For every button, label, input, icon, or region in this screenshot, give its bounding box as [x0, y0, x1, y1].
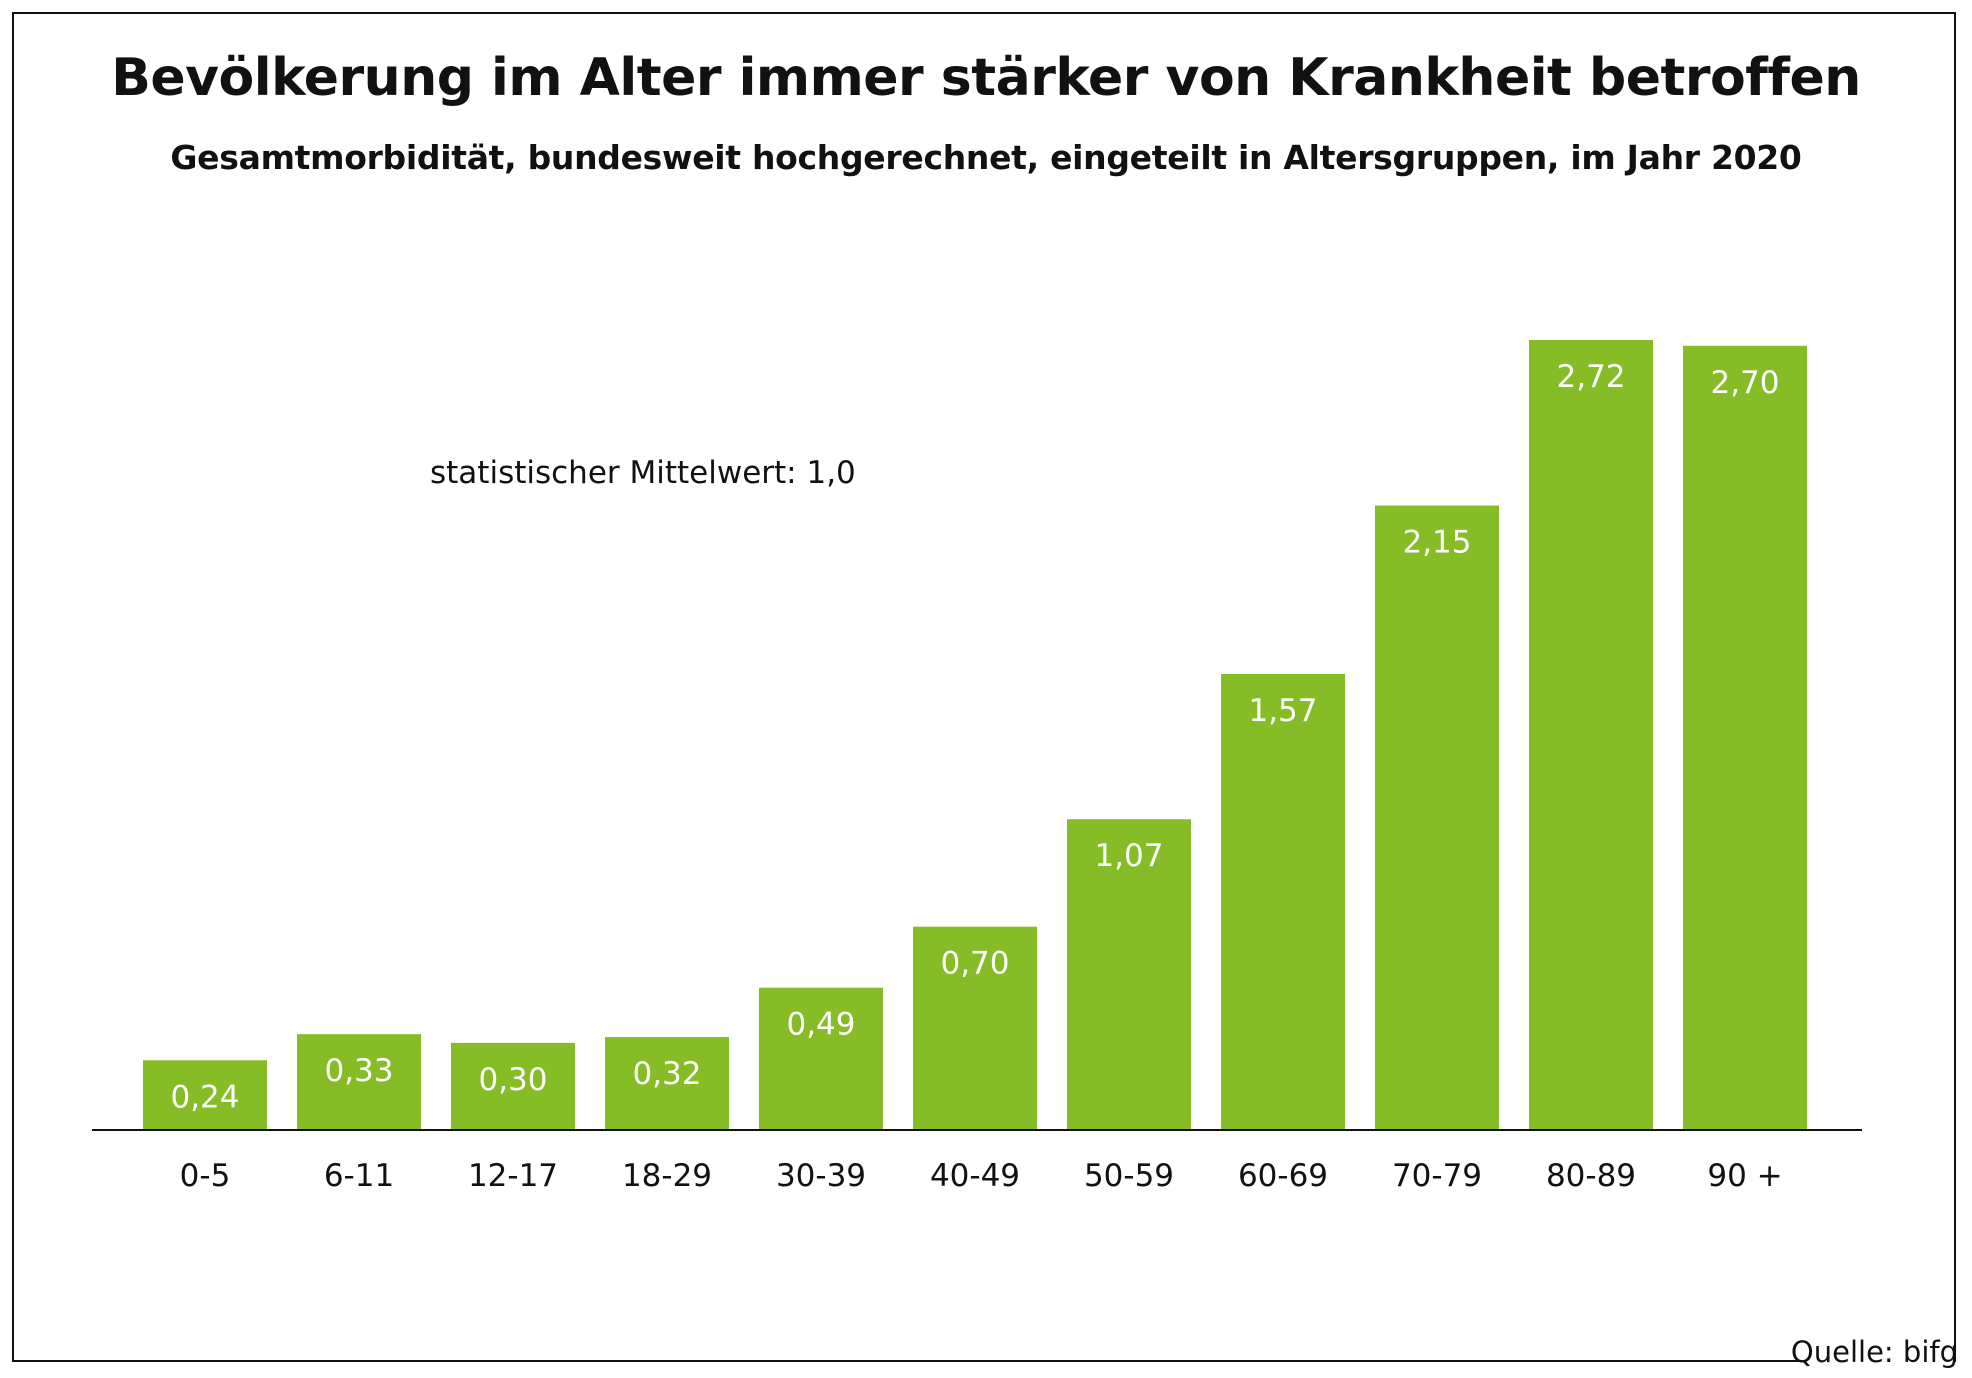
bar-value-label: 2,15 [1402, 525, 1471, 561]
bar-6-11 [297, 1034, 421, 1130]
x-tick-label: 60-69 [1238, 1158, 1328, 1194]
bar-18-29 [605, 1037, 729, 1130]
x-tick-label: 12-17 [468, 1158, 558, 1194]
bar-60-69 [1221, 674, 1345, 1130]
bar-value-label: 1,07 [1094, 838, 1163, 874]
bar-12-17 [451, 1042, 575, 1130]
chart-frame [12, 12, 1956, 1362]
frame-bottom-line [12, 1360, 1802, 1362]
bar-value-label: 2,72 [1556, 359, 1625, 395]
x-tick-label: 6-11 [324, 1158, 394, 1194]
bar-value-label: 0,32 [632, 1056, 701, 1092]
x-tick-label: 40-49 [930, 1158, 1020, 1194]
x-tick-label: 80-89 [1546, 1158, 1636, 1194]
bar-30-39 [759, 987, 883, 1130]
bar-80-89 [1529, 340, 1653, 1130]
bar-value-label: 0,24 [170, 1079, 239, 1115]
source-note: Quelle: bifg [1790, 1335, 1958, 1369]
bar-value-label: 0,70 [940, 946, 1009, 982]
bar-0-5 [143, 1060, 267, 1130]
mean-value-note: statistischer Mittelwert: 1,0 [430, 455, 856, 491]
x-tick-label: 30-39 [776, 1158, 866, 1194]
chart-subtitle: Gesamtmorbidität, bundesweit hochgerechn… [170, 138, 1802, 177]
bar-50-59 [1067, 819, 1191, 1130]
bar-value-label: 0,30 [478, 1062, 547, 1098]
bar-value-label: 2,70 [1710, 365, 1779, 401]
bar-value-label: 1,57 [1248, 693, 1317, 729]
bar-40-49 [913, 926, 1037, 1130]
x-tick-label: 18-29 [622, 1158, 712, 1194]
x-tick-label: 90 + [1707, 1158, 1782, 1194]
bar-value-label: 0,49 [786, 1007, 855, 1043]
x-tick-label: 70-79 [1392, 1158, 1482, 1194]
bar-value-label: 0,33 [324, 1053, 393, 1089]
x-tick-label: 0-5 [180, 1158, 231, 1194]
bar-90+ [1683, 345, 1807, 1130]
bar-70-79 [1375, 505, 1499, 1130]
chart-title: Bevölkerung im Alter immer stärker von K… [111, 48, 1861, 108]
x-tick-label: 50-59 [1084, 1158, 1174, 1194]
